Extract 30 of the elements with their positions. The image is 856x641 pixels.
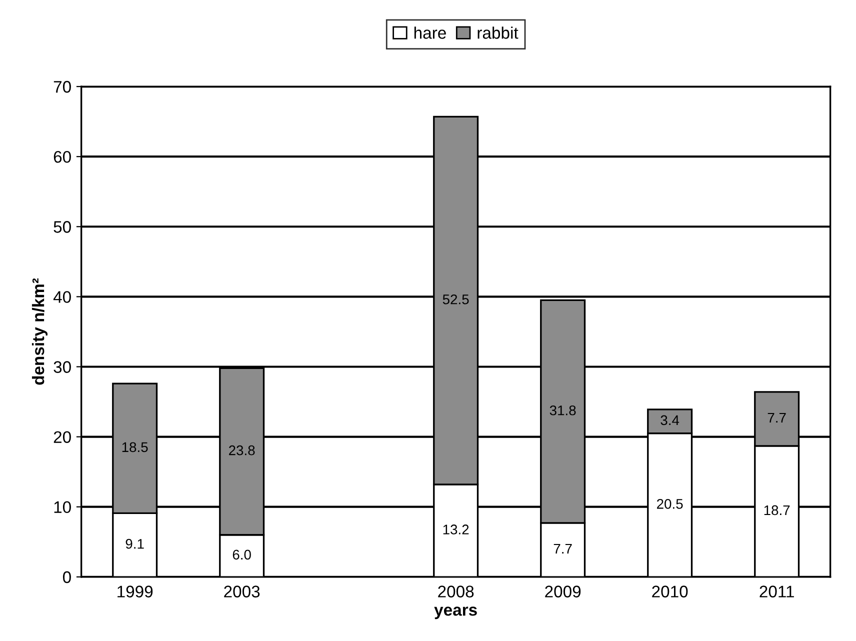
- legend-label: hare: [414, 26, 446, 39]
- x-tick-label: 2003: [224, 586, 260, 598]
- y-tick-label: 10: [54, 501, 71, 514]
- y-tick-label: 40: [53, 291, 71, 303]
- data-label: 9.1: [126, 538, 144, 549]
- data-label: 18.7: [764, 505, 790, 516]
- x-tick-label: 2011: [760, 586, 794, 598]
- x-tick-label: 2009: [545, 586, 581, 598]
- x-tick-label: 2008: [438, 586, 474, 598]
- y-tick-label: 30: [54, 361, 71, 373]
- data-label: 7.7: [768, 412, 786, 423]
- data-label: 13.2: [443, 524, 469, 534]
- data-label: 20.5: [657, 498, 683, 509]
- y-tick-label: 70: [54, 80, 71, 93]
- data-label: 52.5: [442, 294, 469, 304]
- y-axis-title: density n/km²: [32, 278, 48, 385]
- data-label: 7.7: [554, 544, 572, 554]
- y-tick-label: 20: [54, 431, 71, 443]
- y-tick-label: 50: [54, 221, 71, 233]
- data-label: 18.5: [122, 442, 148, 452]
- y-tick-label: 60: [54, 150, 71, 163]
- data-label: 6.0: [232, 550, 251, 560]
- x-tick-label: 1999: [118, 586, 153, 598]
- y-tick-label: 0: [62, 571, 71, 584]
- x-axis-title: years: [434, 606, 477, 620]
- legend-label: rabbit: [478, 26, 518, 39]
- data-label: 31.8: [550, 405, 576, 416]
- data-label: 23.8: [229, 445, 255, 456]
- data-label: 3.4: [660, 415, 680, 426]
- x-tick-label: 2010: [652, 586, 688, 598]
